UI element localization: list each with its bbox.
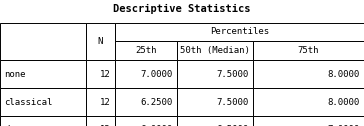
Text: 8.0000: 8.0000 <box>327 98 360 107</box>
Bar <box>115 116 177 126</box>
Bar <box>115 60 177 88</box>
Bar <box>0 116 86 126</box>
Text: 6.0000: 6.0000 <box>140 125 172 126</box>
Text: 8.0000: 8.0000 <box>327 70 360 79</box>
Bar <box>0 88 86 116</box>
Text: 12: 12 <box>99 70 110 79</box>
Bar <box>177 116 253 126</box>
Text: 6.2500: 6.2500 <box>140 98 172 107</box>
Text: 7.0000: 7.0000 <box>140 70 172 79</box>
Text: 7.5000: 7.5000 <box>216 98 249 107</box>
Text: none: none <box>4 70 26 79</box>
Bar <box>253 41 364 60</box>
Text: 50th (Median): 50th (Median) <box>180 46 250 55</box>
Text: dance: dance <box>4 125 31 126</box>
Text: 25th: 25th <box>135 46 157 55</box>
Text: Descriptive Statistics: Descriptive Statistics <box>113 4 251 14</box>
Bar <box>86 23 115 60</box>
Bar <box>0 23 86 60</box>
Text: Percentiles: Percentiles <box>210 27 269 36</box>
Bar <box>253 116 364 126</box>
Text: 7.0000: 7.0000 <box>327 125 360 126</box>
Bar <box>0 60 86 88</box>
Bar <box>253 60 364 88</box>
Bar <box>115 88 177 116</box>
Text: 7.5000: 7.5000 <box>216 70 249 79</box>
Bar <box>253 88 364 116</box>
Bar <box>86 60 115 88</box>
Bar <box>86 116 115 126</box>
Text: 6.5000: 6.5000 <box>216 125 249 126</box>
Text: 75th: 75th <box>298 46 319 55</box>
Bar <box>86 88 115 116</box>
Bar <box>115 41 177 60</box>
Text: N: N <box>98 37 103 46</box>
Bar <box>177 88 253 116</box>
Bar <box>115 23 364 41</box>
Text: 12: 12 <box>99 125 110 126</box>
Text: classical: classical <box>4 98 53 107</box>
Bar <box>177 60 253 88</box>
Text: 12: 12 <box>99 98 110 107</box>
Bar <box>177 41 253 60</box>
